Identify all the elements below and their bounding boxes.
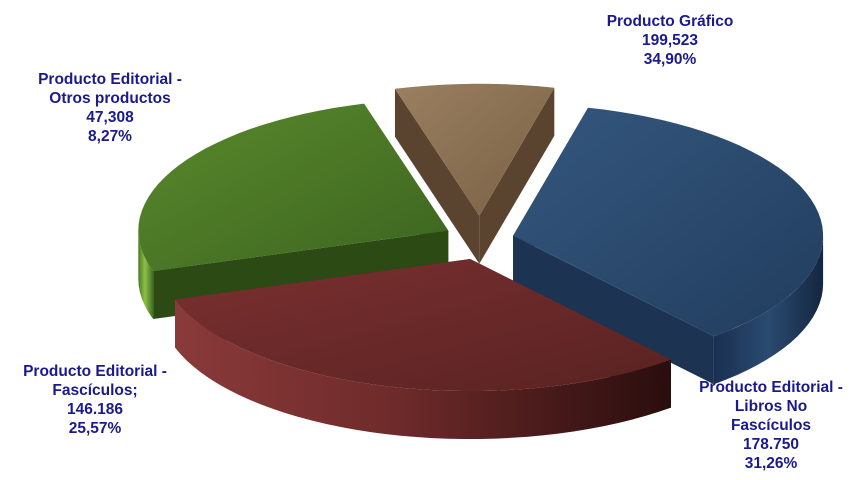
label-name-line: Producto Gráfico: [606, 13, 734, 30]
label-value: 47,308: [86, 109, 134, 126]
label-percent: 25,57%: [68, 420, 122, 437]
slice-side: [175, 299, 671, 439]
label-percent: 8,27%: [88, 128, 132, 145]
label-editorial-otros: Producto Editorial - Otros productos 47,…: [0, 70, 220, 146]
slice-side: [138, 230, 154, 320]
label-value: 199,523: [641, 32, 699, 49]
slice-wall: [394, 88, 480, 264]
label-name-line: Fascículos;: [52, 382, 138, 399]
slice-side: [713, 235, 824, 385]
slice-top: [175, 259, 671, 391]
label-name-line: Producto Editorial -: [38, 71, 182, 88]
slice-wall: [513, 235, 714, 385]
label-name-line: Producto Editorial -: [23, 363, 167, 380]
label-percent: 31,26%: [744, 455, 798, 472]
slice-wall: [479, 87, 555, 264]
slice-top: [395, 83, 555, 216]
label-producto-grafico: Producto Gráfico 199,523 34,90%: [560, 12, 780, 69]
label-value: 146.186: [66, 401, 124, 418]
label-percent: 34,90%: [643, 51, 697, 68]
slice-top: [513, 107, 823, 337]
label-name-line: Otros productos: [49, 90, 171, 107]
slice-top: [138, 103, 449, 272]
label-editorial-fasciculos: Producto Editorial - Fascículos; 146.186…: [0, 362, 190, 438]
label-name-line: Libros No: [734, 398, 808, 415]
label-editorial-libros: Producto Editorial - Libros No Fascículo…: [676, 378, 866, 473]
label-value: 178.750: [742, 436, 800, 453]
label-name-line: Producto Editorial -: [699, 379, 843, 396]
label-name-line: Fascículos: [730, 417, 812, 434]
